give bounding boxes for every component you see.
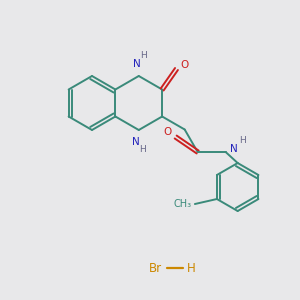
Text: N: N xyxy=(133,59,141,69)
Text: CH₃: CH₃ xyxy=(174,199,192,209)
Text: O: O xyxy=(164,127,172,137)
Text: O: O xyxy=(180,60,189,70)
Text: N: N xyxy=(230,144,238,154)
Text: N: N xyxy=(132,137,140,147)
Text: H: H xyxy=(140,146,146,154)
Text: Br: Br xyxy=(148,262,162,275)
Text: H: H xyxy=(187,262,195,275)
Text: H: H xyxy=(140,52,147,61)
Text: H: H xyxy=(239,136,246,145)
